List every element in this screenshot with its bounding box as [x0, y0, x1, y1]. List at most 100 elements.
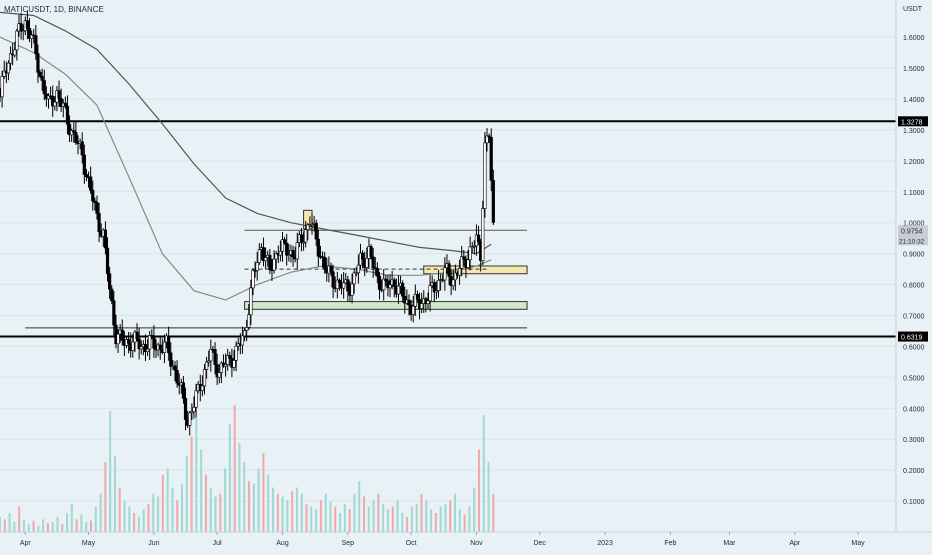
volume-bar: [109, 411, 112, 532]
candle-body: [30, 34, 34, 39]
candle-body: [181, 382, 186, 399]
volume-bar: [363, 496, 366, 532]
candle-body: [396, 285, 401, 295]
volume-bar: [300, 493, 303, 532]
candle-body: [200, 385, 204, 391]
time-axis[interactable]: Apr May Jun Jul Aug Sep Oct Nov Dec 2023 Feb Mar Apr…: [0, 531, 932, 550]
candle-body: [152, 335, 156, 349]
candle-body: [240, 335, 245, 346]
candle-body: [215, 364, 219, 378]
candle-body: [27, 27, 32, 39]
volume-bar: [396, 500, 399, 532]
volume-bar: [420, 493, 423, 532]
candle-body: [143, 344, 148, 352]
candle-body: [291, 250, 295, 258]
volume-bar: [209, 487, 212, 532]
candle-body: [148, 335, 152, 350]
candle-body: [13, 49, 17, 56]
volume-bar: [94, 506, 97, 532]
currency-label: USDT: [903, 6, 923, 13]
candle-body: [257, 249, 261, 263]
volume-bar: [13, 521, 16, 532]
candle-body: [462, 256, 466, 260]
y-tick-label: 1.0000: [903, 221, 925, 228]
candle-body: [108, 273, 112, 290]
candle-body: [361, 252, 365, 260]
volume-bar: [80, 514, 83, 532]
candle-body: [219, 362, 223, 373]
candle-body: [232, 360, 236, 368]
candles: [0, 10, 495, 436]
volume-bar: [473, 487, 476, 532]
candle-body: [110, 288, 114, 302]
candle-body: [169, 352, 173, 367]
volume-bar: [142, 509, 145, 532]
price-badge-countdown: 21:10:32: [899, 238, 925, 245]
candle-body: [466, 259, 470, 268]
candle-body: [278, 250, 282, 256]
candle-body: [314, 222, 318, 240]
volume-bar: [319, 500, 322, 532]
volume-bar: [458, 509, 461, 532]
candle-body: [135, 331, 139, 340]
candle-body: [487, 135, 491, 138]
candle-body: [261, 247, 266, 262]
price-badge-label: 0.9754: [901, 228, 923, 235]
candle-body: [371, 256, 375, 268]
candle-body: [375, 268, 379, 277]
volume-bar: [152, 493, 155, 532]
volume-bar: [104, 462, 107, 532]
volume-bar: [272, 487, 275, 532]
volume-bar: [157, 496, 160, 532]
candle-body: [112, 300, 116, 326]
volume-bar: [147, 504, 150, 532]
volume-bar: [171, 487, 174, 532]
volume-bar: [492, 493, 495, 532]
candle-body: [432, 282, 436, 293]
candle-body: [264, 257, 268, 262]
candle-body: [190, 411, 194, 414]
volume-bar: [228, 424, 231, 532]
volume-bar: [382, 504, 385, 532]
candle-body: [91, 189, 95, 202]
candle-body: [19, 23, 23, 32]
candle-body: [331, 271, 335, 288]
volume-bar: [358, 481, 361, 532]
volume-bar: [291, 491, 294, 532]
x-tick-label: Dec: [533, 540, 546, 547]
zone-rect: [244, 301, 528, 310]
volume-bar: [46, 523, 49, 532]
volume-bar: [329, 501, 332, 532]
candle-body: [67, 123, 72, 136]
volume-bar: [233, 405, 236, 532]
candle-body: [283, 239, 287, 244]
x-tick-label: Mar: [723, 540, 736, 547]
candle-body: [415, 294, 420, 300]
volume-bar: [252, 483, 255, 532]
candle-body: [97, 213, 101, 232]
price-badge: [898, 331, 928, 342]
volume-bar: [243, 462, 246, 532]
candle-body: [451, 279, 455, 287]
volume-bar: [99, 493, 102, 532]
price-axis[interactable]: USDT 1.6000 1.5000 1.4000 1.3000 1.2000 1.1000…: [895, 0, 932, 550]
candle-body: [15, 30, 19, 51]
candle-body: [468, 246, 472, 261]
x-tick-label: Aug: [276, 540, 289, 547]
volume-bar: [334, 506, 337, 532]
volume-bar: [386, 509, 389, 532]
price-badge-label: 0.6319: [901, 335, 923, 342]
candle-body: [175, 369, 179, 384]
volume-bar: [372, 500, 375, 532]
volume-bar: [37, 525, 40, 532]
volume-bar: [66, 512, 69, 532]
candle-body: [80, 141, 84, 156]
candle-body: [82, 154, 86, 175]
candle-body: [476, 234, 481, 242]
volume-bar: [90, 520, 93, 532]
candle-body: [401, 282, 405, 297]
candle-body: [36, 53, 40, 73]
candle-body: [38, 72, 42, 77]
